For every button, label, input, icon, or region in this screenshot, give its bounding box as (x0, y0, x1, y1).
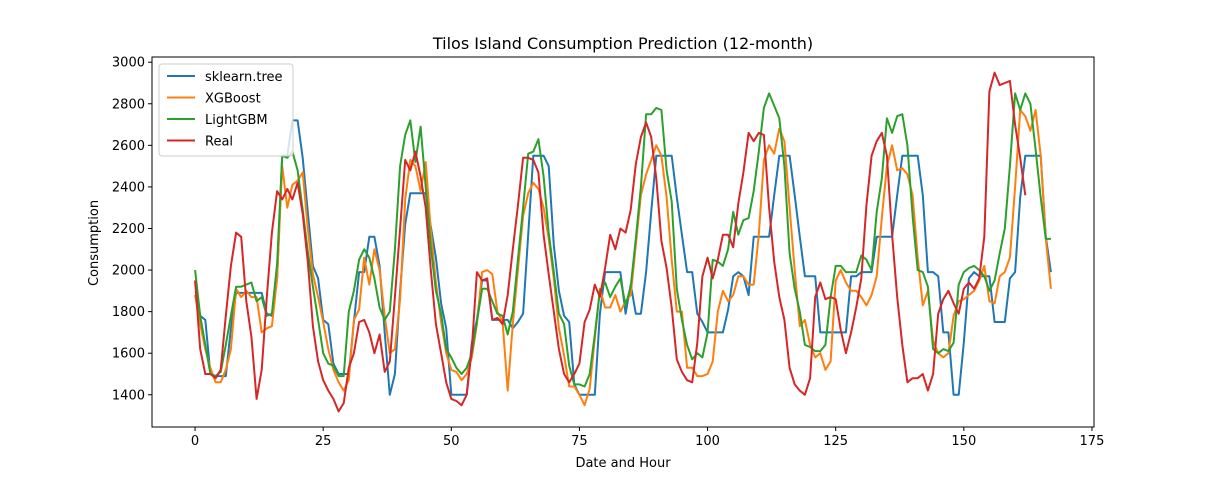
series-line-2 (194, 92, 1051, 388)
x-tick-label-4: 100 (695, 434, 720, 449)
x-tick-label-0: 0 (191, 434, 199, 449)
x-tick-label-6: 150 (951, 434, 976, 449)
x-tick-label-1: 25 (315, 434, 332, 449)
y-tick-label-3: 2000 (112, 264, 145, 279)
x-tick-label-2: 50 (443, 434, 460, 449)
legend-label-2: LightGBM (205, 113, 268, 128)
x-tick-label-5: 125 (823, 434, 848, 449)
legend-box (158, 63, 294, 157)
y-tick-label-1: 1600 (112, 347, 145, 362)
x-tick-label-7: 175 (1080, 434, 1105, 449)
plot-area (194, 71, 1052, 413)
y-tick-label-4: 2200 (112, 222, 145, 237)
axes: 0 25 50 75 100 125 150 175 1400 1600 1800 2000 2200 2… (112, 56, 1104, 449)
legend-label-1: XGBoost (205, 92, 261, 107)
axes-frame (151, 56, 1095, 428)
y-tick-label-6: 2600 (112, 139, 145, 154)
y-tick-label-8: 3000 (112, 56, 145, 71)
legend-label-3: Real (205, 135, 233, 150)
series-line-1 (194, 109, 1052, 407)
legend: sklearn.tree XGBoost LightGBM Real (158, 63, 294, 157)
legend-label-0: sklearn.tree (205, 70, 283, 85)
chart-title: Tilos Island Consumption Prediction (12-… (432, 34, 813, 53)
x-tick-label-3: 75 (571, 434, 588, 449)
series-line-3 (194, 71, 1027, 413)
y-tick-label-2: 1800 (112, 305, 145, 320)
y-axis-label: Consumption (87, 200, 102, 286)
y-tick-label-0: 1400 (112, 388, 145, 403)
x-axis-label: Date and Hour (575, 456, 671, 471)
y-tick-label-7: 2800 (112, 97, 145, 112)
y-tick-label-5: 2400 (112, 180, 145, 195)
